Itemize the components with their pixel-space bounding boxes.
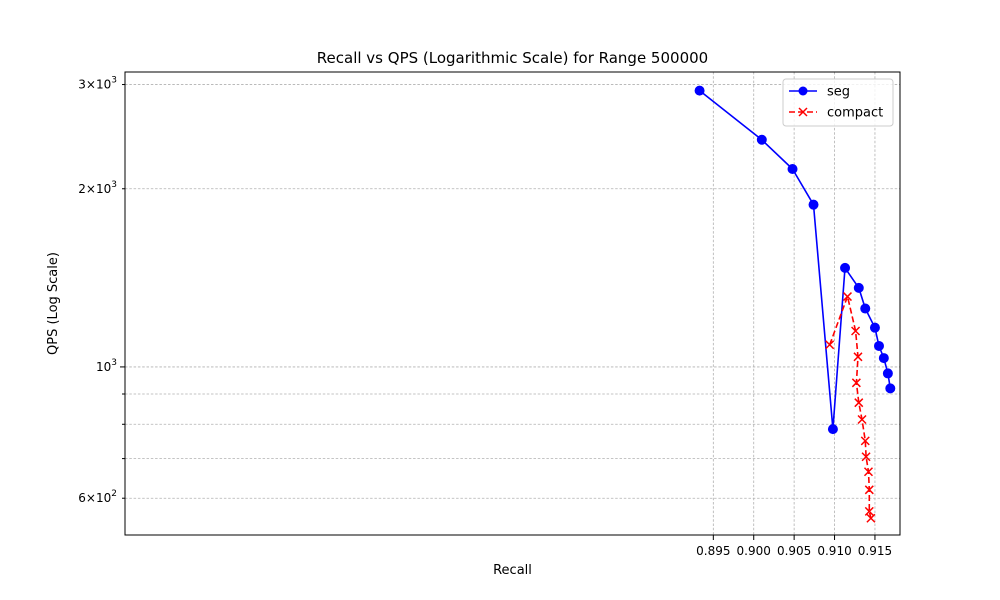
x-tick-label: 0.905 (777, 544, 811, 558)
data-point-seg (878, 353, 889, 364)
x-tick-label: 0.915 (858, 544, 892, 558)
legend-label-compact: compact (827, 106, 883, 121)
data-point-seg (787, 163, 798, 174)
x-axis-label: Recall (493, 563, 532, 578)
grid (125, 72, 900, 535)
x-tick-label: 0.900 (737, 544, 771, 558)
series-group (694, 85, 896, 523)
data-point-seg (840, 262, 851, 273)
data-point-seg (869, 322, 880, 333)
data-point-compact (863, 467, 874, 477)
data-point-compact (851, 378, 861, 388)
data-point-compact (861, 452, 871, 462)
y-axis-label: QPS (Log Scale) (46, 252, 61, 355)
data-point-compact (842, 292, 853, 302)
legend: seg compact (782, 78, 894, 127)
plot-frame (124, 71, 901, 536)
axis-ticks: 0.895 0.900 0.905 0.910 0.9151036×1022×1033×… (78, 76, 892, 558)
y-tick-label: 2×103 (78, 180, 117, 196)
data-point-compact (853, 352, 863, 362)
data-point-compact (864, 506, 874, 516)
data-point-compact (860, 436, 870, 446)
series-compact (825, 292, 876, 523)
data-point-compact (854, 398, 864, 408)
x-tick-label: 0.910 (817, 544, 851, 558)
x-tick-label: 0.895 (696, 544, 730, 558)
data-point-seg (885, 383, 896, 394)
data-point-seg (882, 368, 893, 379)
data-point-seg (853, 282, 864, 293)
data-point-seg (827, 424, 838, 435)
legend-label-seg: seg (827, 85, 850, 100)
data-point-compact (825, 340, 835, 350)
data-point-seg (694, 85, 705, 96)
data-point-seg (756, 134, 767, 145)
data-point-compact (866, 513, 876, 523)
legend-swatch-marker-seg (798, 86, 808, 96)
data-point-compact (864, 485, 874, 495)
data-point-seg (860, 303, 871, 314)
chart-title: Recall vs QPS (Logarithmic Scale) for Ra… (317, 49, 708, 67)
data-point-compact (857, 414, 867, 425)
series-seg (694, 85, 896, 435)
y-tick-label: 6×102 (78, 489, 117, 505)
legend-swatch-marker-compact (798, 107, 808, 117)
y-tick-label: 3×103 (78, 76, 117, 92)
data-point-seg (873, 340, 884, 351)
data-point-compact (851, 326, 861, 336)
data-point-seg (808, 199, 819, 210)
